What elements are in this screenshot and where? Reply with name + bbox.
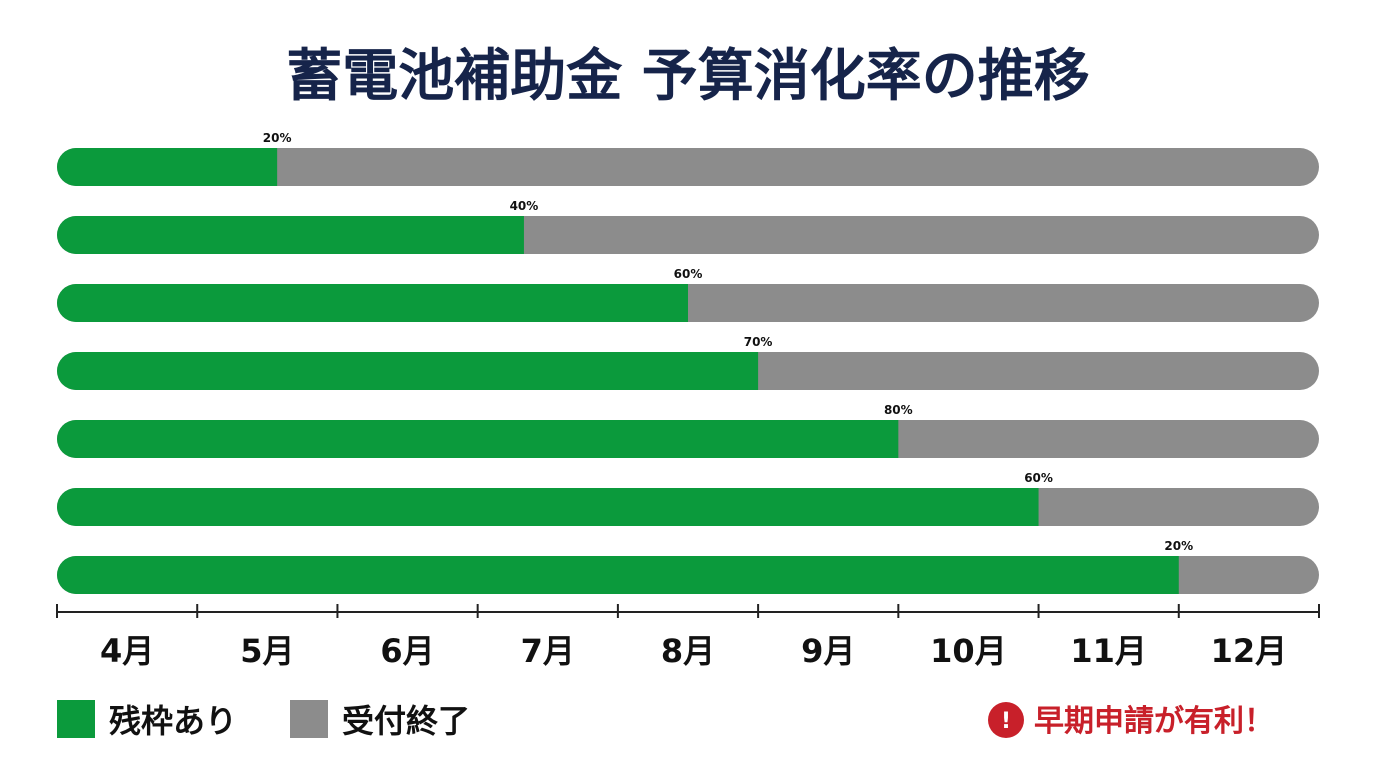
bar-data-label: 60% — [1024, 471, 1053, 485]
bar-filled — [57, 488, 1039, 526]
legend-item: 残枠あり — [57, 700, 237, 740]
x-tick-label: 7月 — [521, 632, 575, 670]
early-application-note: ! 早期申請が有利！ — [988, 702, 1274, 739]
bar-data-label: 20% — [1164, 539, 1193, 553]
x-tick-label: 6月 — [380, 632, 434, 670]
x-tick-label: 8月 — [661, 632, 715, 670]
chart-title: 蓄電池補助金 予算消化率の推移 — [286, 44, 1090, 109]
bar-filled — [57, 284, 688, 322]
bar-remaining — [57, 148, 1319, 186]
exclamation-mark: ! — [1001, 709, 1011, 734]
bar-data-label: 70% — [744, 335, 773, 349]
bar-filled — [57, 148, 278, 186]
exclamation-circle-icon — [988, 702, 1024, 738]
bar-data-label: 20% — [263, 131, 292, 145]
bar-row: 60% — [57, 267, 1319, 322]
bar-filled — [57, 352, 759, 390]
x-tick-label: 11月 — [1070, 632, 1147, 670]
legend-label: 受付終了 — [342, 702, 470, 740]
bar-data-label: 40% — [510, 199, 539, 213]
bar-filled — [57, 556, 1179, 594]
bar-filled — [57, 420, 899, 458]
bar-row: 70% — [57, 335, 1319, 390]
bars-layer: 20% 40% 60% 70% 80% 60% 20% — [57, 131, 1319, 594]
bar-row: 20% — [57, 539, 1319, 594]
legend-label: 残枠あり — [109, 702, 237, 740]
x-tick-label: 12月 — [1211, 632, 1288, 670]
x-tick-label: 5月 — [240, 632, 294, 670]
legend-swatch — [57, 700, 95, 738]
bar-row: 60% — [57, 471, 1319, 526]
bar-row: 20% — [57, 131, 1319, 186]
x-axis: 4月 5月 6月 7月 8月 9月 10月 11月 12月 — [56, 604, 1320, 670]
x-tick-label: 9月 — [801, 632, 855, 670]
legend: 残枠あり 受付終了 — [57, 700, 470, 740]
x-tick-label: 4月 — [100, 632, 154, 670]
bar-filled — [57, 216, 524, 254]
note-text: 早期申請が有利！ — [1034, 704, 1274, 739]
bar-row: 80% — [57, 403, 1319, 458]
legend-item: 受付終了 — [290, 700, 470, 740]
bar-data-label: 80% — [884, 403, 913, 417]
bar-row: 40% — [57, 199, 1319, 254]
x-tick-label: 10月 — [930, 632, 1007, 670]
legend-swatch — [290, 700, 328, 738]
bar-data-label: 60% — [674, 267, 703, 281]
